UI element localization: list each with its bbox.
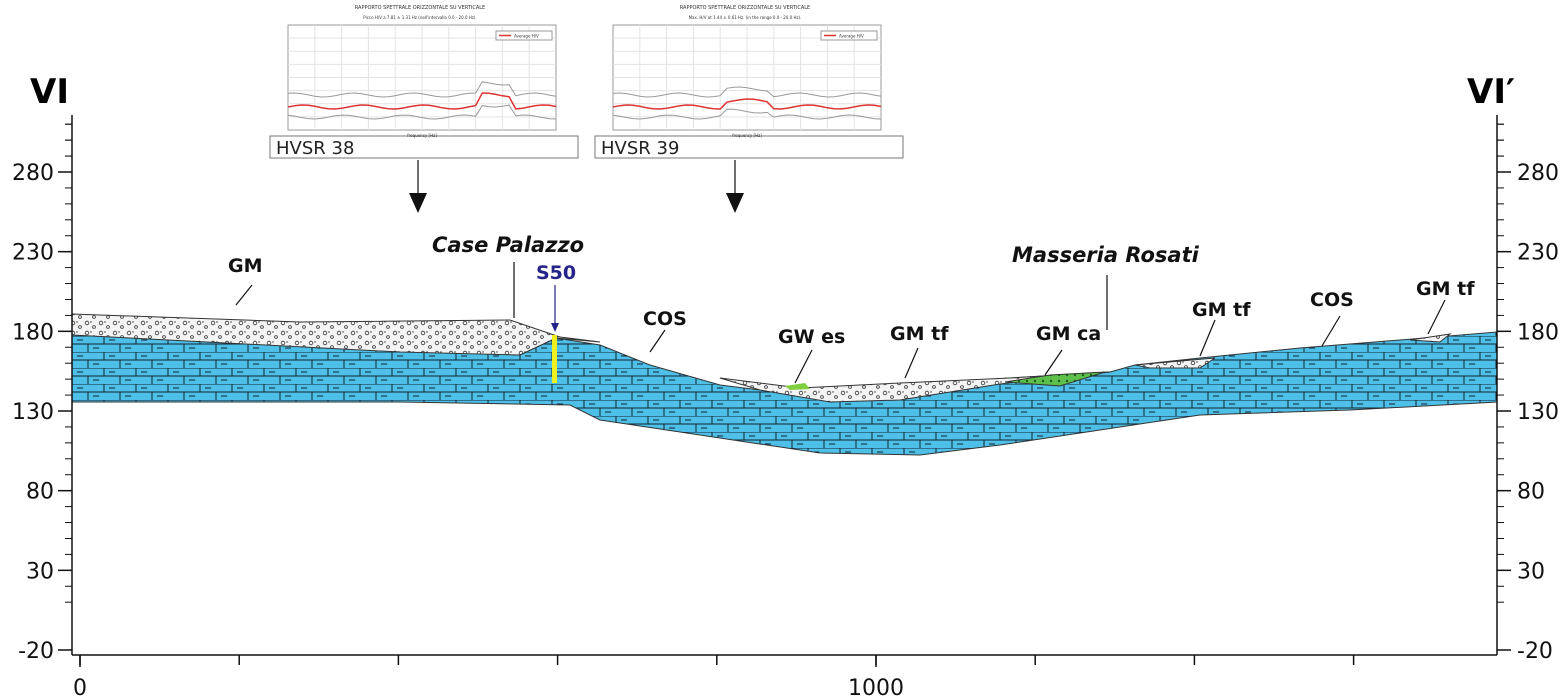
y-tick-label: 230 [12, 241, 54, 266]
geology [71, 313, 1498, 456]
inset-title: RAPPORTO SPETTRALE ORIZZONTALE SU VERTIC… [355, 5, 485, 11]
place-label: Case Palazzo [432, 233, 584, 257]
y-tick-label: -20 [1517, 639, 1553, 664]
y-tick-label: 180 [12, 320, 54, 345]
y-tick-label: 30 [26, 559, 54, 584]
inset-curve [287, 81, 557, 98]
gravel-layer [71, 313, 601, 356]
hvsr-inset: HVSR 38 RAPPORTO SPETTRALE ORIZZONTALE SU… [269, 5, 579, 159]
y-tick-label: 280 [12, 161, 54, 186]
y-tick-label: 80 [1517, 480, 1545, 505]
hvsr-inset: HVSR 39 RAPPORTO SPETTRALE ORIZZONTALE SU… [594, 5, 904, 159]
y-tick-label: -20 [18, 639, 54, 664]
arrow [726, 193, 744, 213]
x-tick-label: 0 [73, 676, 87, 699]
inset-legend [495, 30, 553, 41]
y-tick-label: 130 [1517, 400, 1559, 425]
inset-curve [287, 104, 557, 120]
inset-curve [287, 92, 557, 110]
y-tick-label: 80 [26, 480, 54, 505]
borehole-label: S50 [536, 262, 576, 284]
x-tick-label: 1000 [848, 676, 904, 699]
gravel-layer [1004, 371, 1106, 387]
unit-label: GM ca [1036, 323, 1101, 345]
place-label: Masseria Rosati [1012, 243, 1200, 267]
unit-label: GW es [778, 326, 845, 348]
y-tick-label: 230 [1517, 241, 1559, 266]
unit-label: GM tf [890, 323, 949, 345]
inset-name: HVSR 39 [601, 138, 679, 159]
inset-legend [820, 30, 878, 41]
inset-curve [612, 86, 882, 98]
gravel-layer [1134, 357, 1216, 369]
inset-box [269, 135, 579, 159]
inset-x-label: frequency [Hz] [407, 133, 437, 138]
y-tick-label: 130 [12, 400, 54, 425]
inset-title: RAPPORTO SPETTRALE ORIZZONTALE SU VERTIC… [680, 5, 810, 11]
arrow [409, 193, 427, 213]
section-end-label: VI [30, 72, 69, 112]
inset-subtitle: Picco H/V a 7.81 ± 1.31 Hz (nell'interva… [363, 15, 476, 20]
inset-box [594, 135, 904, 159]
leaders [235, 160, 1446, 384]
unit-label: GM [228, 255, 263, 277]
unit-label: GM tf [1192, 299, 1251, 321]
gravel-layer [785, 383, 810, 390]
y-tick-label: 280 [1517, 161, 1559, 186]
labels: GM Case Palazzo S50 COS GW es GM tf Mass… [30, 72, 1515, 348]
y-tick-label: 30 [1517, 559, 1545, 584]
gravel-layer [1409, 333, 1452, 343]
inset-curve [612, 108, 882, 120]
section-end-label: VI′ [1467, 72, 1515, 112]
inset-name: HVSR 38 [276, 138, 354, 159]
inset-subtitle: Max. H/V at 1.44 ± 0.61 Hz. (in the rang… [689, 15, 802, 20]
borehole [552, 335, 557, 383]
inset-legend-label: Average H/V [514, 34, 539, 39]
inset-curve [612, 98, 882, 110]
unit-label: COS [643, 308, 687, 330]
unit-label: GM tf [1416, 278, 1475, 300]
arrow [551, 323, 559, 332]
y-tick-label: 180 [1517, 320, 1559, 345]
inset-legend-label: Average H/V [839, 34, 864, 39]
unit-label: COS [1310, 289, 1354, 311]
inset-x-label: frequency [Hz] [732, 133, 762, 138]
